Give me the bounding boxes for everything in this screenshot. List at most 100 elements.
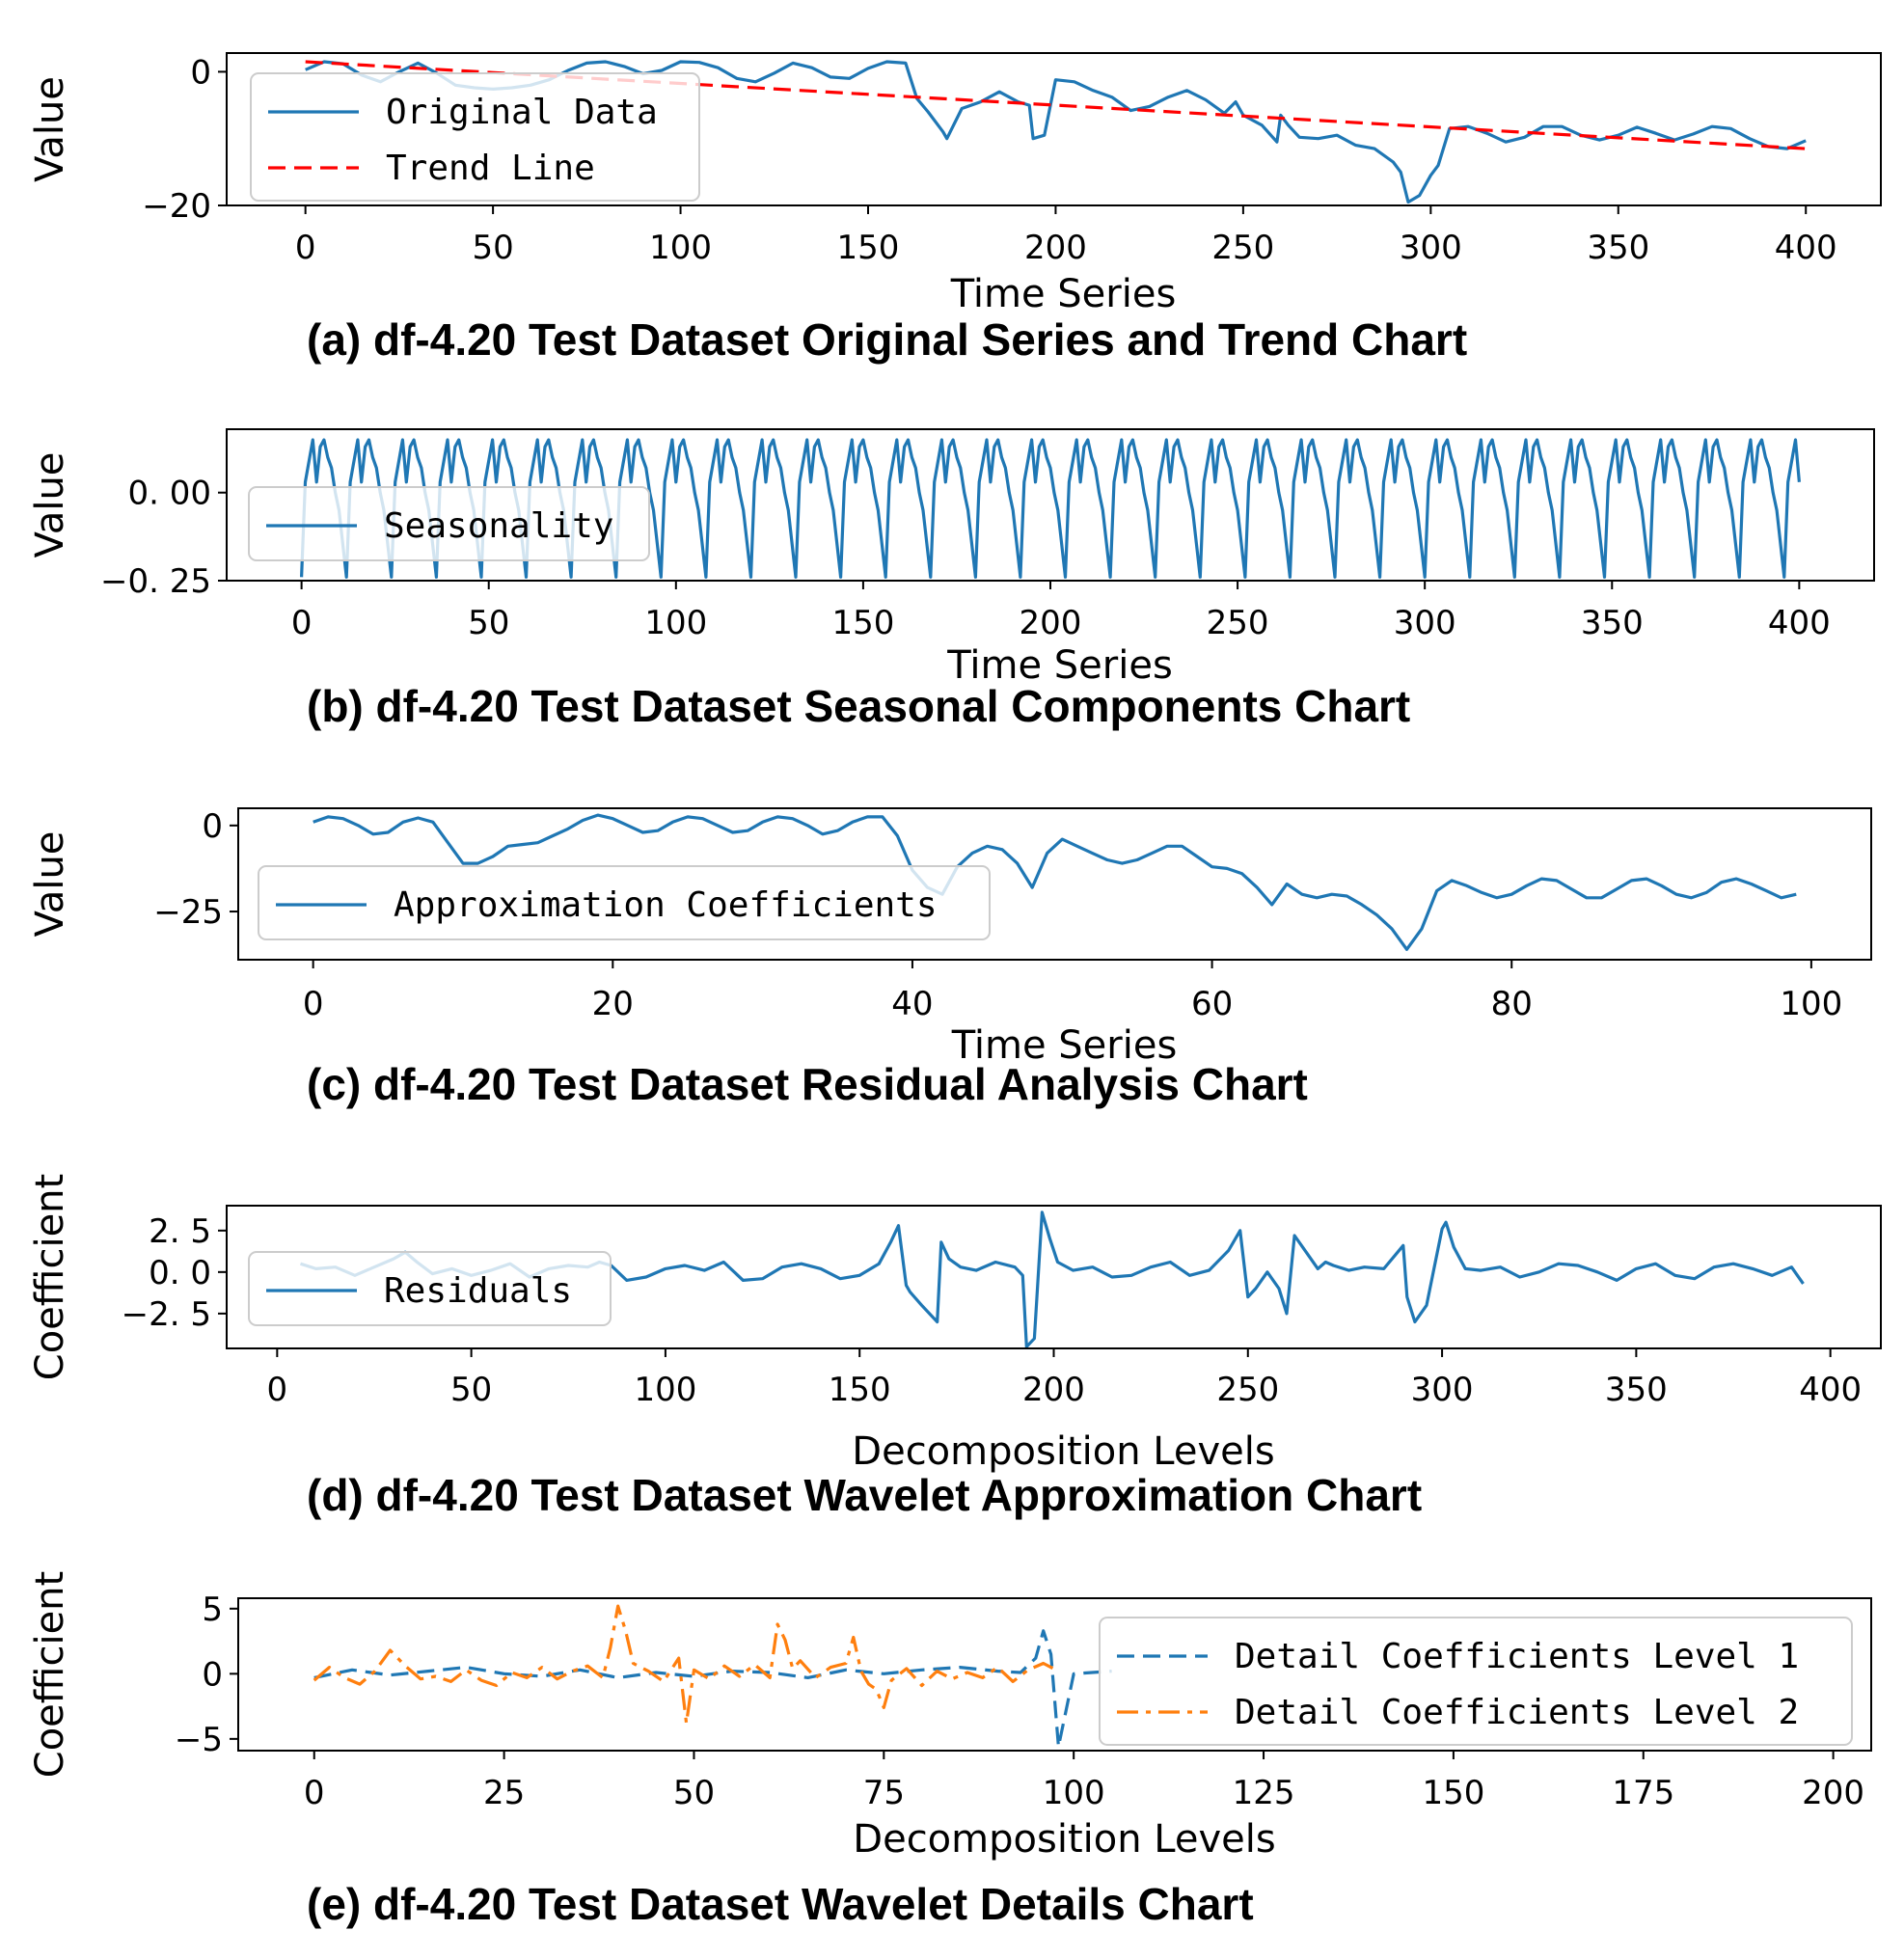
- y-tick-label: −25: [153, 893, 223, 932]
- chart-caption: (e) df-4.20 Test Dataset Wavelet Details…: [307, 1879, 1254, 1929]
- x-tick-label: 400: [1799, 1371, 1862, 1409]
- legend-box: [250, 72, 700, 202]
- y-tick-label: −5: [175, 1721, 223, 1759]
- x-axis-label: Time Series: [950, 272, 1177, 316]
- y-axis-label: Coefficient: [28, 1174, 72, 1380]
- chart-caption: (a) df-4.20 Test Dataset Original Series…: [307, 314, 1467, 365]
- x-tick-label: 0: [304, 1774, 325, 1812]
- x-tick-label: 40: [891, 985, 933, 1023]
- x-tick-label: 50: [472, 229, 513, 267]
- x-tick-label: 300: [1400, 229, 1462, 267]
- x-tick-label: 100: [1780, 985, 1842, 1023]
- plot-area: [313, 1604, 1112, 1749]
- x-tick-label: 20: [592, 985, 634, 1023]
- legend-box: [258, 865, 991, 940]
- x-tick-label: 150: [829, 1371, 891, 1409]
- y-tick-label: 0: [190, 53, 211, 92]
- axes-frame: [226, 52, 1882, 206]
- axes-frame: [237, 807, 1872, 961]
- y-axis-label: Value: [28, 76, 72, 182]
- chart-caption: (b) df-4.20 Test Dataset Seasonal Compon…: [307, 681, 1410, 731]
- legend-box: [248, 486, 650, 561]
- x-tick-label: 0: [295, 229, 316, 267]
- x-tick-label: 50: [673, 1774, 715, 1812]
- x-tick-label: 25: [483, 1774, 525, 1812]
- series-2-line: [313, 1604, 1060, 1726]
- x-tick-label: 100: [649, 229, 712, 267]
- y-tick-label: 0: [202, 1655, 223, 1694]
- legend: Seasonality: [248, 486, 650, 561]
- plot-area: [300, 438, 1801, 579]
- x-axis-label: Decomposition Levels: [852, 1429, 1274, 1474]
- x-tick-label: 50: [450, 1371, 492, 1409]
- x-tick-label: 100: [1043, 1774, 1105, 1812]
- x-tick-label: 200: [1024, 229, 1087, 267]
- x-axis-label: Decomposition Levels: [853, 1817, 1275, 1862]
- x-tick-label: 300: [1411, 1371, 1474, 1409]
- x-tick-label: 150: [831, 604, 894, 642]
- y-tick-label: 5: [202, 1591, 223, 1629]
- series-1-line: [313, 1629, 1112, 1749]
- x-tick-label: 250: [1207, 604, 1269, 642]
- x-tick-label: 350: [1605, 1371, 1668, 1409]
- x-tick-label: 300: [1394, 604, 1456, 642]
- x-tick-label: 200: [1022, 1371, 1085, 1409]
- legend: Detail Coefficients Level 1 Detail Coeffi…: [1099, 1617, 1853, 1746]
- chart-e: 0 25 50 75 100 125 150 175 20050−5Decomposition …: [28, 1571, 1872, 1929]
- y-axis-label: Value: [28, 831, 72, 938]
- chart-c: 0 20 40 60 80 100 0 −25 Time Series Value Approxim…: [28, 807, 1872, 1109]
- y-tick-label: 0: [202, 807, 223, 846]
- legend-entry: Trend Line: [386, 149, 595, 188]
- y-tick-label: 2. 5: [149, 1212, 211, 1251]
- x-tick-label: 80: [1491, 985, 1533, 1023]
- chart-caption: (c) df-4.20 Test Dataset Residual Analys…: [307, 1059, 1308, 1109]
- y-tick-label: −2. 5: [122, 1295, 211, 1334]
- x-tick-label: 175: [1612, 1774, 1674, 1812]
- legend: Original Data Trend Line: [250, 72, 700, 202]
- y-tick-label: 0. 0: [149, 1254, 211, 1292]
- x-tick-label: 350: [1581, 604, 1644, 642]
- x-tick-label: 100: [644, 604, 707, 642]
- x-tick-label: 75: [863, 1774, 905, 1812]
- y-tick-label: −20: [142, 187, 211, 226]
- x-tick-label: 200: [1802, 1774, 1864, 1812]
- chart-a: 0 50 100 150 200 250 300 350 400 0 −20 Time Series V…: [28, 52, 1882, 365]
- legend: Residuals: [248, 1251, 612, 1326]
- x-tick-label: 150: [837, 229, 900, 267]
- y-axis-label: Coefficient: [28, 1571, 72, 1778]
- y-tick-label: 0. 00: [127, 475, 211, 513]
- legend-entry: Detail Coefficients Level 2: [1235, 1693, 1799, 1732]
- y-tick-label: −0. 25: [100, 562, 211, 601]
- x-tick-label: 150: [1422, 1774, 1484, 1812]
- legend-entry: Seasonality: [384, 506, 613, 546]
- x-tick-label: 125: [1233, 1774, 1295, 1812]
- chart-caption: (d) df-4.20 Test Dataset Wavelet Approxi…: [307, 1470, 1422, 1520]
- legend-entry: Detail Coefficients Level 1: [1235, 1637, 1799, 1676]
- x-tick-label: 100: [634, 1371, 696, 1409]
- x-tick-label: 250: [1216, 1371, 1279, 1409]
- legend: Approximation Coefficients: [258, 865, 991, 940]
- x-tick-label: 400: [1768, 604, 1831, 642]
- y-axis-label: Value: [28, 452, 72, 558]
- x-tick-label: 350: [1587, 229, 1649, 267]
- series-1-line: [313, 813, 1797, 951]
- series-1-line: [300, 438, 1801, 579]
- x-tick-label: 400: [1775, 229, 1837, 267]
- x-tick-label: 0: [303, 985, 324, 1023]
- x-axis-label: Time Series: [946, 643, 1173, 688]
- legend-entry: Original Data: [386, 93, 658, 132]
- x-tick-label: 0: [291, 604, 313, 642]
- x-tick-label: 250: [1211, 229, 1274, 267]
- x-axis-label: Time Series: [951, 1023, 1178, 1068]
- legend-entry: Residuals: [384, 1271, 572, 1311]
- legend-box: [1099, 1617, 1853, 1746]
- legend-box: [248, 1251, 612, 1326]
- chart-b: 0 50 100 150 200 250 300 350 400 0. 00 −0. 25 Time …: [28, 428, 1875, 731]
- plot-area: [313, 813, 1797, 951]
- x-tick-label: 50: [468, 604, 509, 642]
- chart-d: 0 50 100 150 200 250 300 350 400 2. 50. 0−2. 5 Dec…: [28, 1174, 1882, 1520]
- legend-entry: Approximation Coefficients: [394, 885, 938, 925]
- x-tick-label: 60: [1191, 985, 1233, 1023]
- x-tick-label: 0: [267, 1371, 288, 1409]
